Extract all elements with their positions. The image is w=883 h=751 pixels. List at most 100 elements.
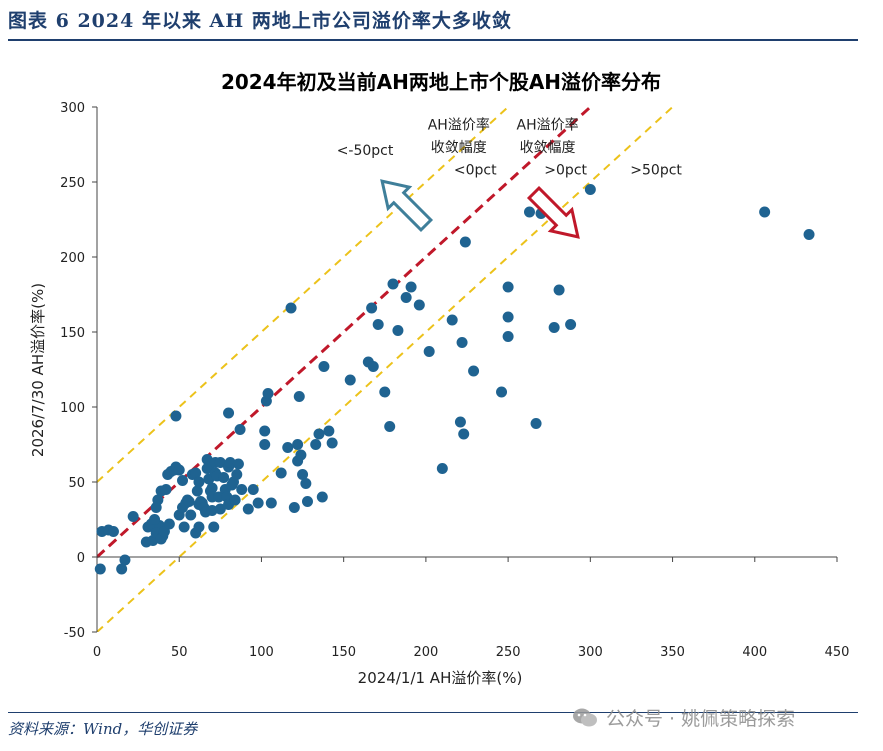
x-axis-label: 2024/1/1 AH溢价率(%) xyxy=(358,669,523,687)
data-point xyxy=(313,428,325,440)
data-point xyxy=(502,311,514,323)
data-point xyxy=(149,514,161,525)
data-point xyxy=(206,482,218,494)
header-rule xyxy=(8,39,858,41)
data-point xyxy=(496,386,508,398)
data-point xyxy=(297,469,309,480)
data-point xyxy=(107,526,119,537)
data-point xyxy=(323,425,335,437)
figure-header: 图表 6 2024 年以来 AH 两地上市公司溢价率大多收敛 xyxy=(8,10,512,32)
data-point xyxy=(185,509,197,521)
data-point xyxy=(152,494,164,506)
watermark-text: 公众号 · 姚佩策略探索 xyxy=(606,708,796,730)
data-point xyxy=(234,424,246,435)
x-tick-label: 0 xyxy=(93,645,101,660)
x-tick-label: 350 xyxy=(660,645,685,660)
data-point xyxy=(446,314,458,326)
data-point xyxy=(214,503,226,515)
y-tick-label: 150 xyxy=(60,326,85,341)
data-point xyxy=(759,206,771,218)
data-point xyxy=(326,437,338,449)
data-point xyxy=(127,511,139,522)
data-point xyxy=(372,319,384,330)
x-tick-label: 50 xyxy=(171,645,188,660)
wechat-icon xyxy=(573,708,597,726)
data-point xyxy=(163,518,175,530)
data-point xyxy=(183,496,195,507)
data-point xyxy=(282,442,294,453)
data-point xyxy=(300,478,312,489)
annotation: <0pct xyxy=(454,163,497,179)
arrow-down-right xyxy=(526,185,580,239)
annotation: >0pct xyxy=(544,163,587,179)
data-point xyxy=(366,302,378,314)
data-points xyxy=(94,184,815,575)
data-point xyxy=(224,457,236,468)
data-point xyxy=(231,469,243,480)
data-point xyxy=(213,491,225,503)
annotation: 收敛幅度 xyxy=(520,140,576,156)
x-tick-label: 250 xyxy=(496,645,521,660)
data-point xyxy=(232,458,244,470)
data-point xyxy=(193,521,205,533)
data-point xyxy=(502,331,514,342)
data-point xyxy=(295,449,307,461)
data-point xyxy=(191,485,203,497)
data-point xyxy=(242,503,254,515)
data-point xyxy=(400,292,412,303)
source-note: 资料来源：Wind，华创证券 xyxy=(8,720,198,738)
reference-line xyxy=(97,107,593,559)
footer-rule xyxy=(8,712,858,713)
data-point xyxy=(387,278,399,290)
y-tick-label: 100 xyxy=(60,401,85,416)
data-point xyxy=(310,439,322,450)
y-tick-label: 50 xyxy=(68,476,85,491)
data-point xyxy=(259,425,271,437)
data-point xyxy=(392,325,404,336)
x-tick-label: 100 xyxy=(249,645,274,660)
data-point xyxy=(119,554,131,566)
data-point xyxy=(423,346,435,357)
data-point xyxy=(208,521,220,533)
y-axis-label: 2026/7/30 AH溢价率(%) xyxy=(29,283,47,457)
y-tick-label: -50 xyxy=(64,626,85,641)
data-point xyxy=(275,467,287,479)
data-point xyxy=(459,236,471,248)
data-point xyxy=(367,361,379,372)
data-point xyxy=(285,302,297,314)
data-point xyxy=(178,521,190,533)
data-point xyxy=(456,337,468,348)
arrow-up-left xyxy=(380,179,434,233)
annotation: AH溢价率 xyxy=(428,117,490,134)
data-point xyxy=(553,284,565,296)
x-tick-label: 150 xyxy=(331,645,356,660)
data-point xyxy=(177,475,189,486)
data-point xyxy=(229,494,241,506)
watermark: 公众号 · 姚佩策略探索 xyxy=(572,704,795,731)
data-point xyxy=(190,467,202,479)
annotation: >50pct xyxy=(630,163,682,179)
data-point xyxy=(259,439,271,450)
data-point xyxy=(173,464,185,476)
data-point xyxy=(803,229,815,240)
data-point xyxy=(223,407,235,419)
x-tick-label: 450 xyxy=(825,645,850,660)
data-point xyxy=(293,391,305,402)
data-point xyxy=(218,472,230,483)
reference-line xyxy=(97,107,675,632)
data-point xyxy=(292,439,304,450)
data-point xyxy=(316,491,328,503)
data-point xyxy=(384,421,396,432)
data-point xyxy=(530,418,542,429)
data-point xyxy=(436,463,448,474)
data-point xyxy=(454,416,466,428)
data-point xyxy=(584,184,596,195)
chart-title: 2024年初及当前AH两地上市个股AH溢价率分布 xyxy=(221,70,661,94)
data-point xyxy=(468,365,480,377)
reference-lines xyxy=(97,107,675,632)
data-point xyxy=(265,497,277,509)
data-point xyxy=(262,388,274,399)
data-point xyxy=(193,476,205,488)
data-point xyxy=(214,457,226,468)
